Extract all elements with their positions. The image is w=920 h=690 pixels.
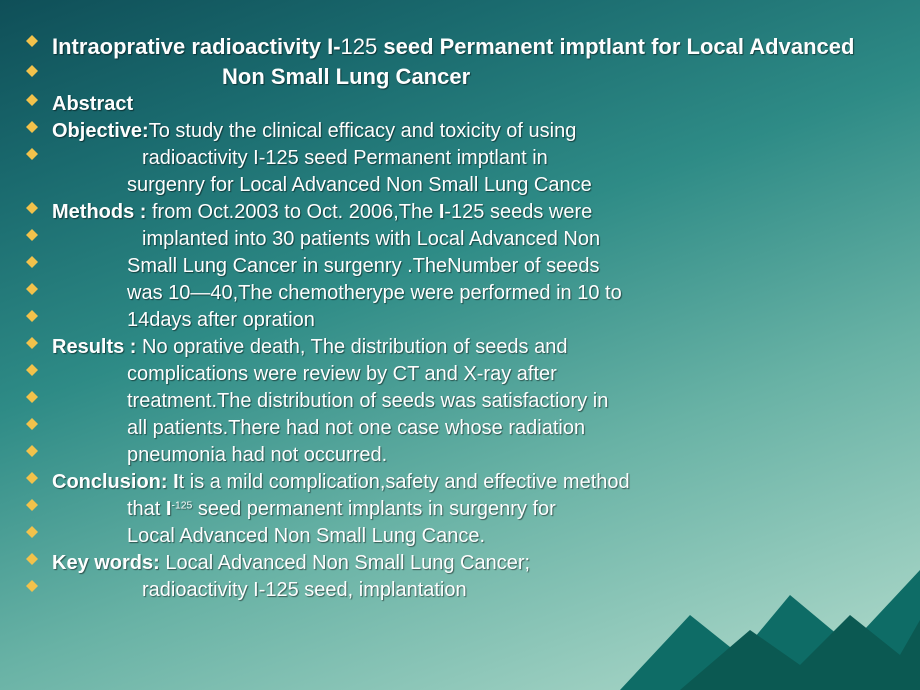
keywords-cont: radioactivity I-125 seed, implantation (52, 577, 896, 604)
diamond-icon (26, 256, 38, 268)
keywords-row: Key words: Local Advanced Non Small Lung… (52, 550, 896, 577)
methods-text: from Oct.2003 to Oct. 2006,The (146, 201, 438, 223)
keywords-text: Local Advanced Non Small Lung Cancer; (160, 552, 530, 574)
abstract-heading: Abstract (52, 93, 133, 115)
methods-cont: implanted into 30 patients with Local Ad… (52, 226, 896, 253)
conclusion-text: t is a mild complication,safety and effe… (179, 471, 630, 493)
diamond-icon (26, 148, 38, 160)
diamond-icon (26, 553, 38, 565)
results-cont: complications were review by CT and X-ra… (52, 361, 896, 388)
meth2: implanted into 30 patients with Local Ad… (142, 228, 600, 250)
title-num: 125 (341, 34, 378, 59)
title-part2: seed Permanent imptlant for Local Advanc… (377, 34, 854, 59)
res5: pneumonia had not occurred. (127, 444, 387, 466)
subtitle-row: Non Small Lung Cancer (52, 62, 896, 92)
diamond-icon (26, 310, 38, 322)
results-cont3: all patients.There had not one case whos… (52, 415, 896, 442)
diamond-icon (26, 499, 38, 511)
con2sup: -125 (171, 501, 192, 512)
conclusion-label: Conclusion: I (52, 471, 179, 493)
results-cont4: pneumonia had not occurred. (52, 442, 896, 469)
diamond-icon (26, 472, 38, 484)
diamond-icon (26, 580, 38, 592)
keywords-label: Key words: (52, 552, 160, 574)
obj-line2: radioactivity I-125 seed Permanent imptl… (142, 147, 548, 169)
diamond-icon (26, 418, 38, 430)
objective-cont: radioactivity I-125 seed Permanent imptl… (52, 145, 896, 172)
conclusion-cont2: Local Advanced Non Small Lung Cance. (52, 523, 896, 550)
methods-label: Methods : (52, 201, 146, 223)
slide: Intraoprative radioactivity I-125 seed P… (0, 0, 920, 690)
title-row: Intraoprative radioactivity I-125 seed P… (52, 32, 896, 62)
diamond-icon (26, 526, 38, 538)
meth4: was 10—40,The chemotherype were performe… (127, 282, 622, 304)
results-row: Results : No oprative death, The distrib… (52, 334, 896, 361)
results-cont2: treatment.The distribution of seeds was … (52, 388, 896, 415)
con3: Local Advanced Non Small Lung Cance. (127, 525, 485, 547)
diamond-icon (26, 202, 38, 214)
methods-cont4: 14days after opration (52, 307, 896, 334)
diamond-icon (26, 283, 38, 295)
diamond-icon (26, 94, 38, 106)
objective-cont2: surgenry for Local Advanced Non Small Lu… (52, 172, 896, 199)
diamond-icon (26, 121, 38, 133)
objective-label: Objective: (52, 120, 149, 142)
meth5: 14days after opration (127, 309, 315, 331)
diamond-icon (26, 229, 38, 241)
methods-cont2: Small Lung Cancer in surgenry .TheNumber… (52, 253, 896, 280)
results-text: No oprative death, The distribution of s… (136, 336, 567, 358)
results-label: Results : (52, 336, 136, 358)
res2: complications were review by CT and X-ra… (127, 363, 557, 385)
key2: radioactivity I-125 seed, implantation (142, 579, 467, 601)
res4: all patients.There had not one case whos… (127, 417, 585, 439)
conclusion-cont: that I-125 seed permanent implants in su… (52, 496, 896, 523)
methods-row: Methods : from Oct.2003 to Oct. 2006,The… (52, 199, 896, 226)
diamond-icon (26, 35, 38, 47)
diamond-icon (26, 65, 38, 77)
conclusion-row: Conclusion: It is a mild complication,sa… (52, 469, 896, 496)
con2c: seed permanent implants in surgenry for (192, 498, 556, 520)
diamond-icon (26, 391, 38, 403)
methods-text2: -125 seeds were (444, 201, 592, 223)
abstract-row: Abstract (52, 91, 896, 118)
title-part1: Intraoprative radioactivity I- (52, 34, 341, 59)
objective-row: Objective:To study the clinical efficacy… (52, 118, 896, 145)
subtitle-text: Non Small Lung Cancer (222, 64, 470, 89)
meth3: Small Lung Cancer in surgenry .TheNumber… (127, 255, 599, 277)
diamond-icon (26, 364, 38, 376)
con2a: that (127, 498, 166, 520)
res3: treatment.The distribution of seeds was … (127, 390, 608, 412)
diamond-icon (26, 337, 38, 349)
diamond-icon (26, 445, 38, 457)
methods-cont3: was 10—40,The chemotherype were performe… (52, 280, 896, 307)
obj-line3: surgenry for Local Advanced Non Small Lu… (127, 174, 592, 196)
objective-text: To study the clinical efficacy and toxic… (149, 120, 577, 142)
